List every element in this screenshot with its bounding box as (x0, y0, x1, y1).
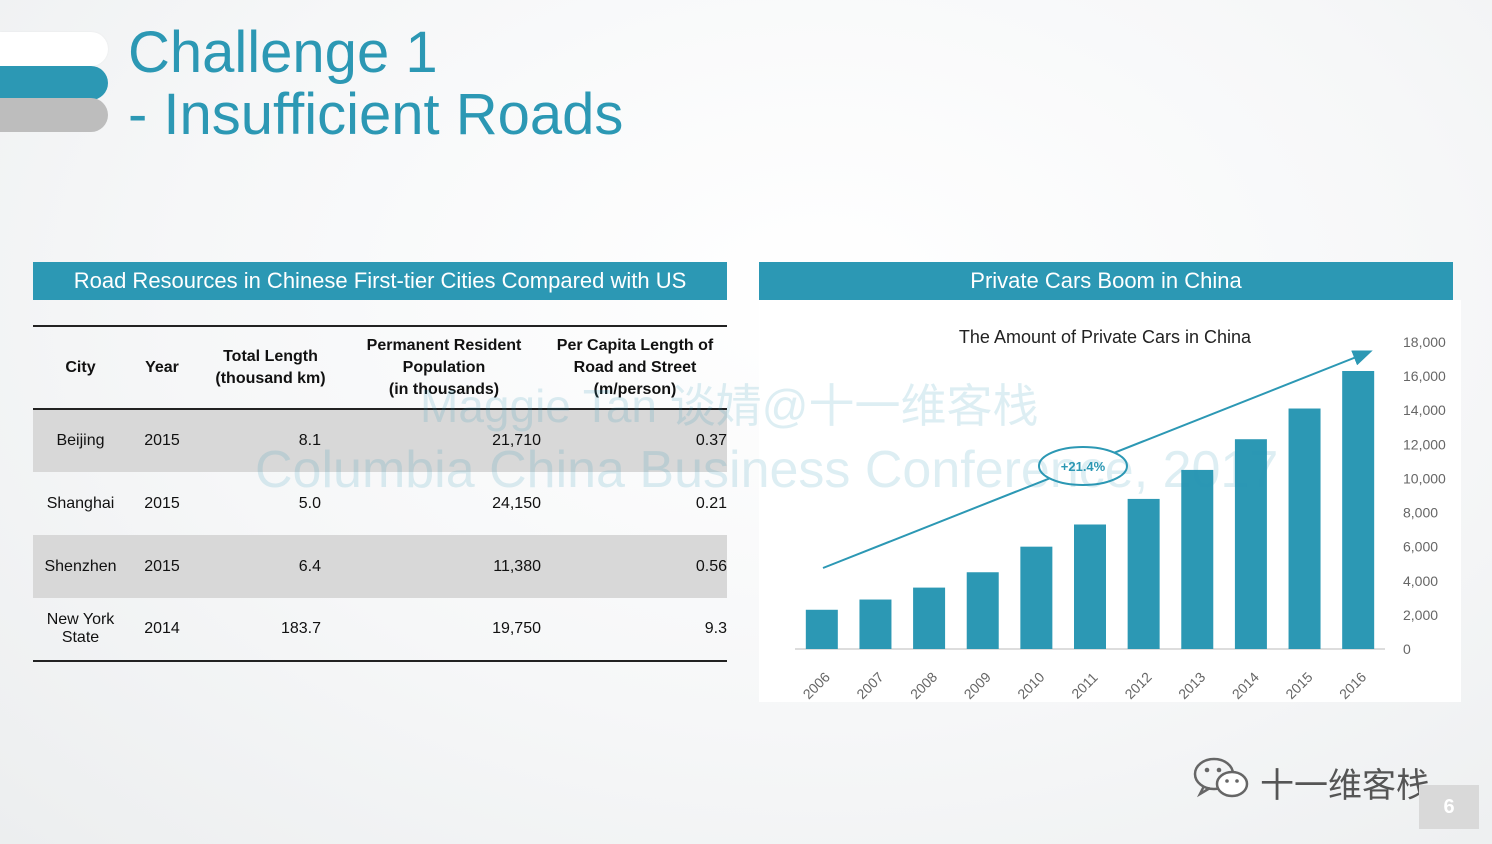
x-tick-label: 2011 (1068, 669, 1101, 702)
table-row: New York State 2014 183.7 19,750 9.3 (33, 598, 727, 661)
table-row: Shenzhen 2015 6.4 11,380 0.56 (33, 535, 727, 598)
column-header-line: Per Capita Length of (556, 336, 714, 354)
slide-title: Challenge 1 - Insufficient Roads (128, 22, 623, 146)
x-tick-label: 2006 (800, 669, 833, 702)
column-header: Permanent Resident Population (in thousand… (345, 326, 543, 409)
cell-line: State (61, 629, 100, 646)
column-header-line: (in thousands) (388, 380, 500, 398)
column-header: Per Capita Length of Road and Street (m/pe… (543, 326, 727, 409)
cell-line: Shanghai (46, 494, 115, 512)
bar-2013 (1181, 469, 1214, 649)
table-cell-per-capita: 9.3 (704, 620, 727, 637)
table-cell-length: 8.1 (298, 432, 321, 449)
y-tick-label: 0 (1403, 641, 1411, 657)
y-tick-label: 4,000 (1403, 573, 1438, 589)
chart-panel-header: Private Cars Boom in China (759, 262, 1453, 300)
x-tick-label: 2016 (1336, 669, 1369, 702)
table-cell-city: Shenzhen (33, 535, 128, 598)
table-cell-population: 24,150 (492, 494, 541, 512)
cell-line: New York (46, 611, 115, 628)
bar-2012 (1127, 498, 1160, 649)
column-header: Year (128, 326, 196, 409)
table-cell-city: Shanghai (33, 472, 128, 535)
wechat-icon (1193, 757, 1249, 798)
bar-2009 (966, 572, 999, 649)
x-tick-label: 2014 (1229, 669, 1262, 702)
slide-title-line1: Challenge 1 (128, 20, 438, 85)
table-cell-length: 5.0 (298, 494, 321, 512)
y-tick-label: 12,000 (1403, 436, 1446, 452)
table-header-row: City Year Total Length (thousand km) Permane… (33, 326, 727, 409)
accent-bar-white (0, 32, 108, 66)
table-cell-year: 2014 (144, 620, 180, 637)
table-cell-population: 19,750 (492, 620, 541, 637)
table-panel-header: Road Resources in Chinese First-tier Cit… (33, 262, 727, 300)
x-tick-label: 2013 (1175, 669, 1208, 702)
y-tick-label: 10,000 (1403, 470, 1446, 486)
cell-line: Shenzhen (44, 557, 117, 575)
column-header-line: Road and Street (573, 358, 697, 376)
cell-line: Beijing (56, 432, 105, 449)
y-tick-label: 6,000 (1403, 539, 1438, 555)
x-tick-label: 2012 (1121, 669, 1154, 702)
table-row: Beijing 2015 8.1 21,710 0.37 (33, 409, 727, 472)
column-header-line: (thousand km) (215, 369, 326, 387)
table-cell-length: 183.7 (280, 620, 321, 637)
table-cell-year: 2015 (144, 557, 180, 575)
growth-annotation-ellipse (1038, 446, 1128, 486)
table-cell-population: 21,710 (492, 432, 541, 449)
road-resources-table: City Year Total Length (thousand km) Permane… (33, 325, 727, 662)
bar-2008 (913, 587, 946, 649)
y-tick-label: 2,000 (1403, 607, 1438, 623)
private-cars-chart: The Amount of Private Cars in China 0 2,00… (759, 300, 1461, 702)
column-header-line: Year (145, 358, 179, 376)
table-row: Shanghai 2015 5.0 24,150 0.21 (33, 472, 727, 535)
y-tick-label: 14,000 (1403, 402, 1446, 418)
accent-bar-grey (0, 98, 108, 132)
column-header-line: Permanent Resident (366, 336, 522, 354)
bar-2015 (1288, 408, 1321, 649)
growth-annotation-label: +21.4% (1061, 459, 1106, 474)
x-tick-label: 2007 (853, 669, 886, 702)
column-header-line: (m/person) (593, 380, 677, 398)
x-tick-label: 2010 (1014, 669, 1047, 702)
column-header-line: City (65, 358, 96, 376)
y-tick-label: 8,000 (1403, 505, 1438, 521)
table-cell-city: New York State (33, 598, 128, 661)
chart-svg: The Amount of Private Cars in China 0 2,00… (795, 327, 1446, 702)
bar-2007 (859, 599, 892, 649)
column-header-line: Population (402, 358, 486, 376)
table-cell-city: Beijing (33, 409, 128, 472)
column-header: Total Length (thousand km) (196, 326, 345, 409)
table-cell-year: 2015 (144, 494, 180, 512)
y-tick-label: 18,000 (1403, 334, 1446, 350)
x-tick-label: 2009 (961, 669, 994, 702)
bar-2006 (805, 609, 838, 649)
x-tick-label: 2008 (907, 669, 940, 702)
table-cell-population: 11,380 (493, 557, 541, 575)
page-number: 6 (1419, 785, 1479, 829)
accent-bar-teal (0, 66, 108, 100)
bar-2014 (1234, 439, 1267, 649)
bar-2011 (1074, 524, 1106, 649)
slide-title-line2: - Insufficient Roads (128, 82, 624, 147)
chart-title: The Amount of Private Cars in China (959, 327, 1252, 347)
bar-2010 (1020, 546, 1053, 649)
table-cell-per-capita: 0.37 (695, 432, 727, 449)
column-header-line: Total Length (223, 347, 318, 365)
footer-brand: 十一维客栈 (1260, 767, 1430, 805)
table-cell-year: 2015 (144, 432, 180, 449)
table-cell-per-capita: 0.56 (695, 557, 727, 575)
table-cell-per-capita: 0.21 (695, 494, 727, 512)
bar-2016 (1342, 370, 1375, 649)
table-cell-length: 6.4 (298, 557, 321, 575)
x-tick-label: 2015 (1282, 669, 1315, 702)
column-header: City (33, 326, 128, 409)
y-tick-label: 16,000 (1403, 368, 1446, 384)
